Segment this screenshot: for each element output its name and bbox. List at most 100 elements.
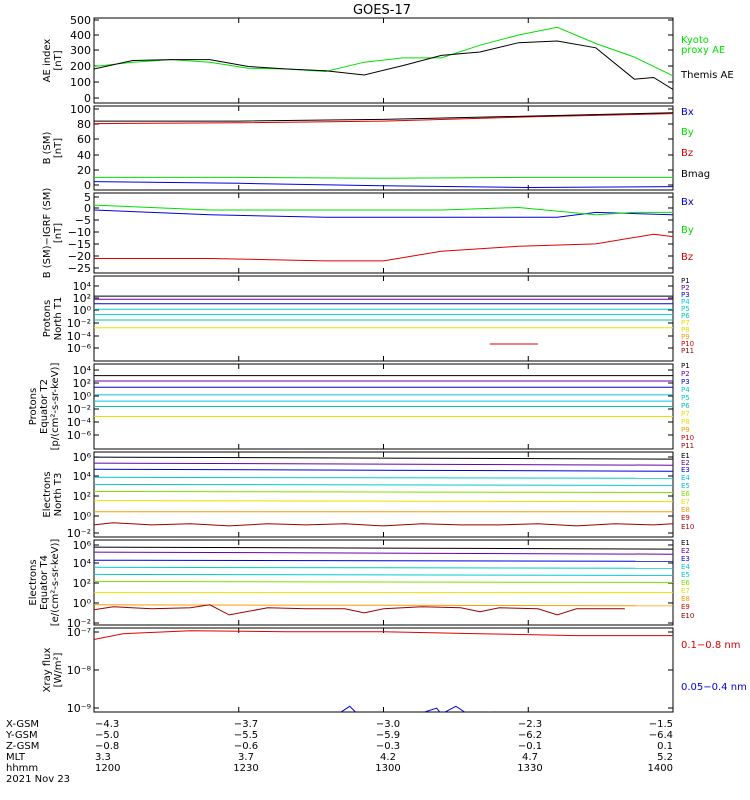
y-tick-label: 400: [70, 29, 91, 42]
x-axis-value: −1.5: [649, 719, 673, 730]
legend-entry: E2: [681, 459, 690, 467]
y-axis-label: [nT]: [53, 223, 64, 243]
y-tick-label: 10⁶: [73, 451, 92, 464]
legend-entry: E1: [681, 452, 690, 460]
y-tick-label: 200: [70, 60, 91, 73]
legend-entry: P4: [681, 298, 690, 306]
legend-entry: P4: [681, 386, 690, 394]
y-tick-label: 0: [84, 202, 91, 215]
legend-entry: E4: [681, 563, 690, 571]
y-axis-label: North T1: [53, 297, 64, 341]
legend-entry: Bx: [681, 107, 694, 118]
x-axis-row-label: Z-GSM: [6, 741, 39, 752]
legend-entry: E4: [681, 474, 690, 482]
series-e4: [94, 476, 673, 479]
series-e1: [94, 456, 673, 460]
y-axis-label: Electrons: [28, 559, 39, 605]
legend-entry: P10: [681, 434, 694, 442]
panel-8: 10⁻⁷ 10⁻⁸ 10⁻⁹ Xray flux [W/m²] 0.1−0.8 nm 0.0…: [42, 626, 747, 715]
y-tick-label: 10⁶: [73, 539, 92, 552]
series-bx: [94, 209, 673, 218]
legend-entry: P5: [681, 305, 690, 313]
x-axis-value: −0.3: [376, 741, 400, 752]
y-tick-label: 0: [84, 92, 91, 105]
x-axis-value: 1300: [375, 763, 400, 774]
y-tick-label: 300: [70, 44, 91, 57]
y-tick-label: 10²: [73, 577, 91, 590]
series-kyoto-proxy-ae: [94, 26, 673, 77]
y-axis-label: Protons: [42, 300, 53, 337]
series-e9: [94, 604, 625, 616]
panel-frame: [93, 275, 674, 362]
series-by: [94, 176, 673, 179]
legend-entry: P6: [681, 312, 690, 320]
x-axis-value: 1330: [517, 763, 542, 774]
x-axis-value: 1230: [233, 763, 258, 774]
y-tick-label: 10⁴: [73, 470, 92, 483]
legend-entry: P6: [681, 402, 690, 410]
panel-frame: [93, 627, 674, 713]
legend-entry: E6: [681, 490, 690, 498]
y-tick-label: 5: [84, 191, 91, 204]
x-axis-value: 0.1: [657, 741, 673, 752]
y-tick-label: −15: [68, 238, 91, 251]
legend-entry: P2: [681, 284, 690, 292]
legend-entry: By: [681, 225, 694, 236]
y-tick-label: 10⁻⁴: [67, 330, 92, 343]
legend-entry: P8: [681, 326, 690, 334]
series-e8: [94, 604, 673, 607]
x-axis-value: −6.2: [518, 730, 542, 741]
x-axis-row-label: hhmm: [6, 763, 38, 774]
legend-entry: Bz: [681, 252, 693, 263]
legend-entry: E9: [681, 514, 690, 522]
y-axis-label: [p/(cm²-s-sr-keV)]: [50, 363, 61, 451]
legend-entry: Bmag: [681, 169, 710, 180]
y-tick-label: 10⁻²: [67, 617, 91, 630]
x-axis-value: −5.0: [95, 730, 119, 741]
chart-title: GOES-17: [353, 3, 411, 18]
y-tick-label: 10⁻⁹: [67, 702, 91, 715]
series-bz: [94, 113, 673, 125]
x-axis-value: −0.6: [234, 741, 258, 752]
y-axis-label: AE index: [42, 39, 53, 83]
x-axis-value: 4.7: [522, 752, 538, 763]
y-tick-label: −20: [68, 250, 91, 263]
y-axis-label: [e/(cm²-s-sr-keV)]: [50, 539, 61, 627]
legend-entry: E7: [681, 498, 690, 506]
series-e9: [94, 522, 673, 527]
y-tick-label: −10: [68, 226, 91, 239]
legend-entry: P7: [681, 410, 690, 418]
series-e5: [94, 573, 673, 576]
legend-entry: P8: [681, 418, 690, 426]
series-e1: [94, 546, 673, 550]
legend-entry: E8: [681, 506, 690, 514]
series-e3: [94, 468, 673, 472]
y-tick-label: 10⁰: [73, 510, 92, 523]
y-axis-label: [nT]: [53, 138, 64, 158]
x-axis-row-label: 2021 Nov 23: [6, 774, 70, 785]
x-axis-value: 5.2: [657, 752, 673, 763]
x-axis-value: −0.8: [95, 741, 119, 752]
y-axis-label: [W/m²]: [53, 652, 64, 687]
x-axis-row-label: Y-GSM: [5, 730, 38, 741]
legend-entry: P9: [681, 333, 690, 341]
y-tick-label: 10⁴: [73, 557, 92, 570]
y-tick-label: 10²: [73, 490, 91, 503]
y-axis-label: B (SM)−IGRF (SM): [42, 188, 53, 279]
series-e5: [94, 483, 673, 486]
y-tick-label: 10⁰: [73, 390, 92, 403]
x-axis-value: −6.4: [649, 730, 673, 741]
legend-entry: P1: [681, 362, 690, 370]
y-axis-label: B (SM): [42, 131, 53, 164]
legend-entry: E10: [681, 523, 694, 531]
y-axis-label: Xray flux: [42, 648, 53, 693]
panel-7: 10⁶ 10⁴ 10² 10⁰ 10⁻² Electrons Equator T4 [e/(c…: [28, 539, 694, 630]
legend-entry: E7: [681, 587, 690, 595]
y-tick-label: 10⁰: [73, 597, 92, 610]
legend-entry: E8: [681, 595, 690, 603]
series-by: [94, 204, 673, 216]
